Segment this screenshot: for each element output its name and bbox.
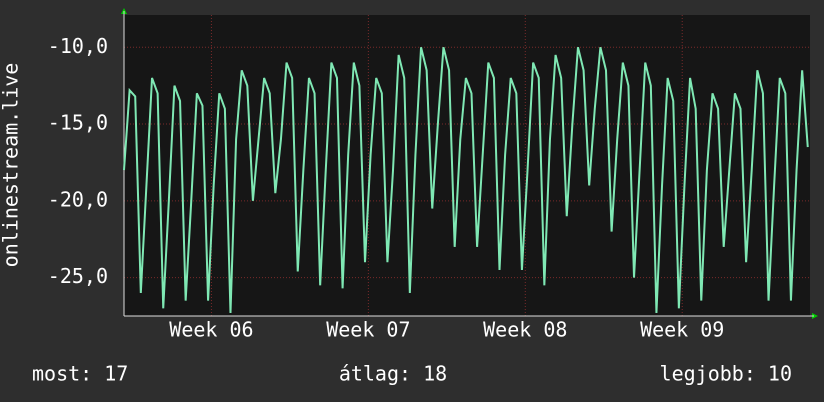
y-axis-label: onlinestream.live	[0, 63, 23, 268]
stat: legjobb: 10	[660, 362, 792, 386]
x-tick-label: Week 07	[326, 318, 410, 342]
plot-area	[124, 15, 810, 316]
y-tick-label: -15,0	[48, 111, 108, 135]
stat: most: 17	[32, 362, 128, 386]
stat: átlag: 18	[339, 362, 447, 386]
data-line	[123, 47, 809, 313]
axis-arrow	[812, 313, 818, 319]
x-tick-label: Week 09	[640, 318, 724, 342]
y-tick-label: -20,0	[48, 187, 108, 211]
y-tick-label: -10,0	[48, 34, 108, 58]
x-tick-label: Week 08	[483, 318, 567, 342]
y-tick-label: -25,0	[48, 264, 108, 288]
x-tick-label: Week 06	[169, 318, 253, 342]
